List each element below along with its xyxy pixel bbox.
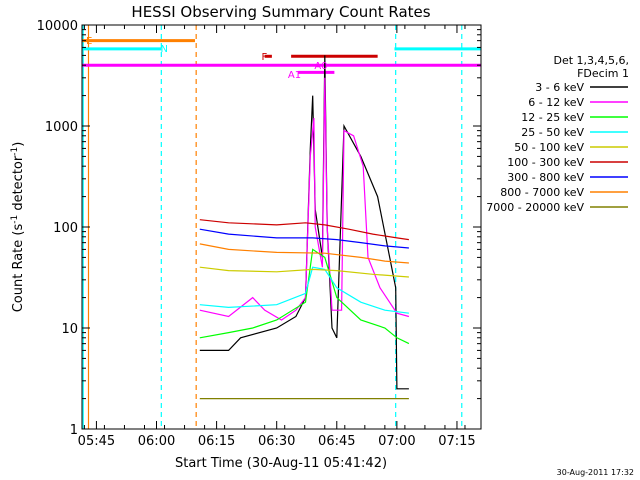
x-tick-label: 07:15 bbox=[438, 434, 475, 449]
series-lines bbox=[199, 55, 410, 400]
legend-header: Det 1,3,4,5,6, bbox=[553, 54, 629, 67]
x-axis: 05:45 06:00 06:15 06:30 06:45 07:00 07:15 bbox=[78, 25, 476, 449]
y-tick-label: 1000 bbox=[45, 120, 78, 135]
series-line bbox=[199, 266, 409, 314]
y-tick-label: 100 bbox=[53, 221, 78, 236]
vertical-markers bbox=[82, 25, 463, 429]
legend-entry: 800 - 7000 keV bbox=[500, 186, 584, 199]
x-tick-label: 07:00 bbox=[378, 434, 415, 449]
y-axis-label: Count Rate (s-1 detector-1) bbox=[10, 142, 26, 313]
y-tick-label: 1 bbox=[70, 423, 78, 438]
series-line bbox=[199, 248, 410, 345]
legend-header: FDecim 1 bbox=[577, 67, 629, 80]
legend-entry: 25 - 50 keV bbox=[521, 126, 584, 139]
legend-entry: 12 - 25 keV bbox=[521, 111, 584, 124]
x-tick-label: 06:30 bbox=[258, 434, 295, 449]
legend-entry: 3 - 6 keV bbox=[535, 81, 584, 94]
y-tick-label: 10 bbox=[61, 322, 78, 337]
x-tick-label: 06:00 bbox=[138, 434, 175, 449]
flag-bars bbox=[82, 39, 481, 74]
legend-entry: 300 - 800 keV bbox=[507, 171, 584, 184]
annotation-label: F bbox=[261, 52, 267, 63]
annotation-label: A1 bbox=[288, 70, 301, 81]
x-tick-label: 06:45 bbox=[318, 434, 355, 449]
annotations: E N F A0 A1 bbox=[86, 36, 328, 81]
series-line bbox=[199, 243, 409, 264]
legend-entry: 7000 - 20000 keV bbox=[486, 201, 584, 214]
y-tick-label: 10000 bbox=[37, 19, 78, 34]
legend-entry: 50 - 100 keV bbox=[514, 141, 584, 154]
series-line bbox=[199, 77, 410, 321]
series-line bbox=[199, 55, 409, 390]
annotation-label: N bbox=[161, 44, 168, 55]
y-axis: 1 10 100 1000 10000 bbox=[37, 19, 481, 438]
legend-entry: 100 - 300 keV bbox=[507, 156, 584, 169]
x-axis-label: Start Time (30-Aug-11 05:41:42) bbox=[175, 456, 387, 471]
plot-frame bbox=[81, 24, 482, 430]
chart-title: HESSI Observing Summary Count Rates bbox=[131, 3, 430, 21]
annotation-label: E bbox=[86, 36, 92, 47]
annotation-label: A0 bbox=[314, 61, 327, 72]
legend: Det 1,3,4,5,6,FDecim 13 - 6 keV 6 - 12 ke… bbox=[486, 54, 629, 214]
series-line bbox=[199, 266, 409, 278]
footer-date: 30-Aug-2011 17:32 bbox=[557, 468, 634, 477]
x-tick-label: 05:45 bbox=[78, 434, 115, 449]
x-tick-label: 06:15 bbox=[198, 434, 235, 449]
series-line bbox=[199, 228, 409, 249]
legend-entry: 6 - 12 keV bbox=[528, 96, 584, 109]
series-line bbox=[199, 219, 409, 241]
